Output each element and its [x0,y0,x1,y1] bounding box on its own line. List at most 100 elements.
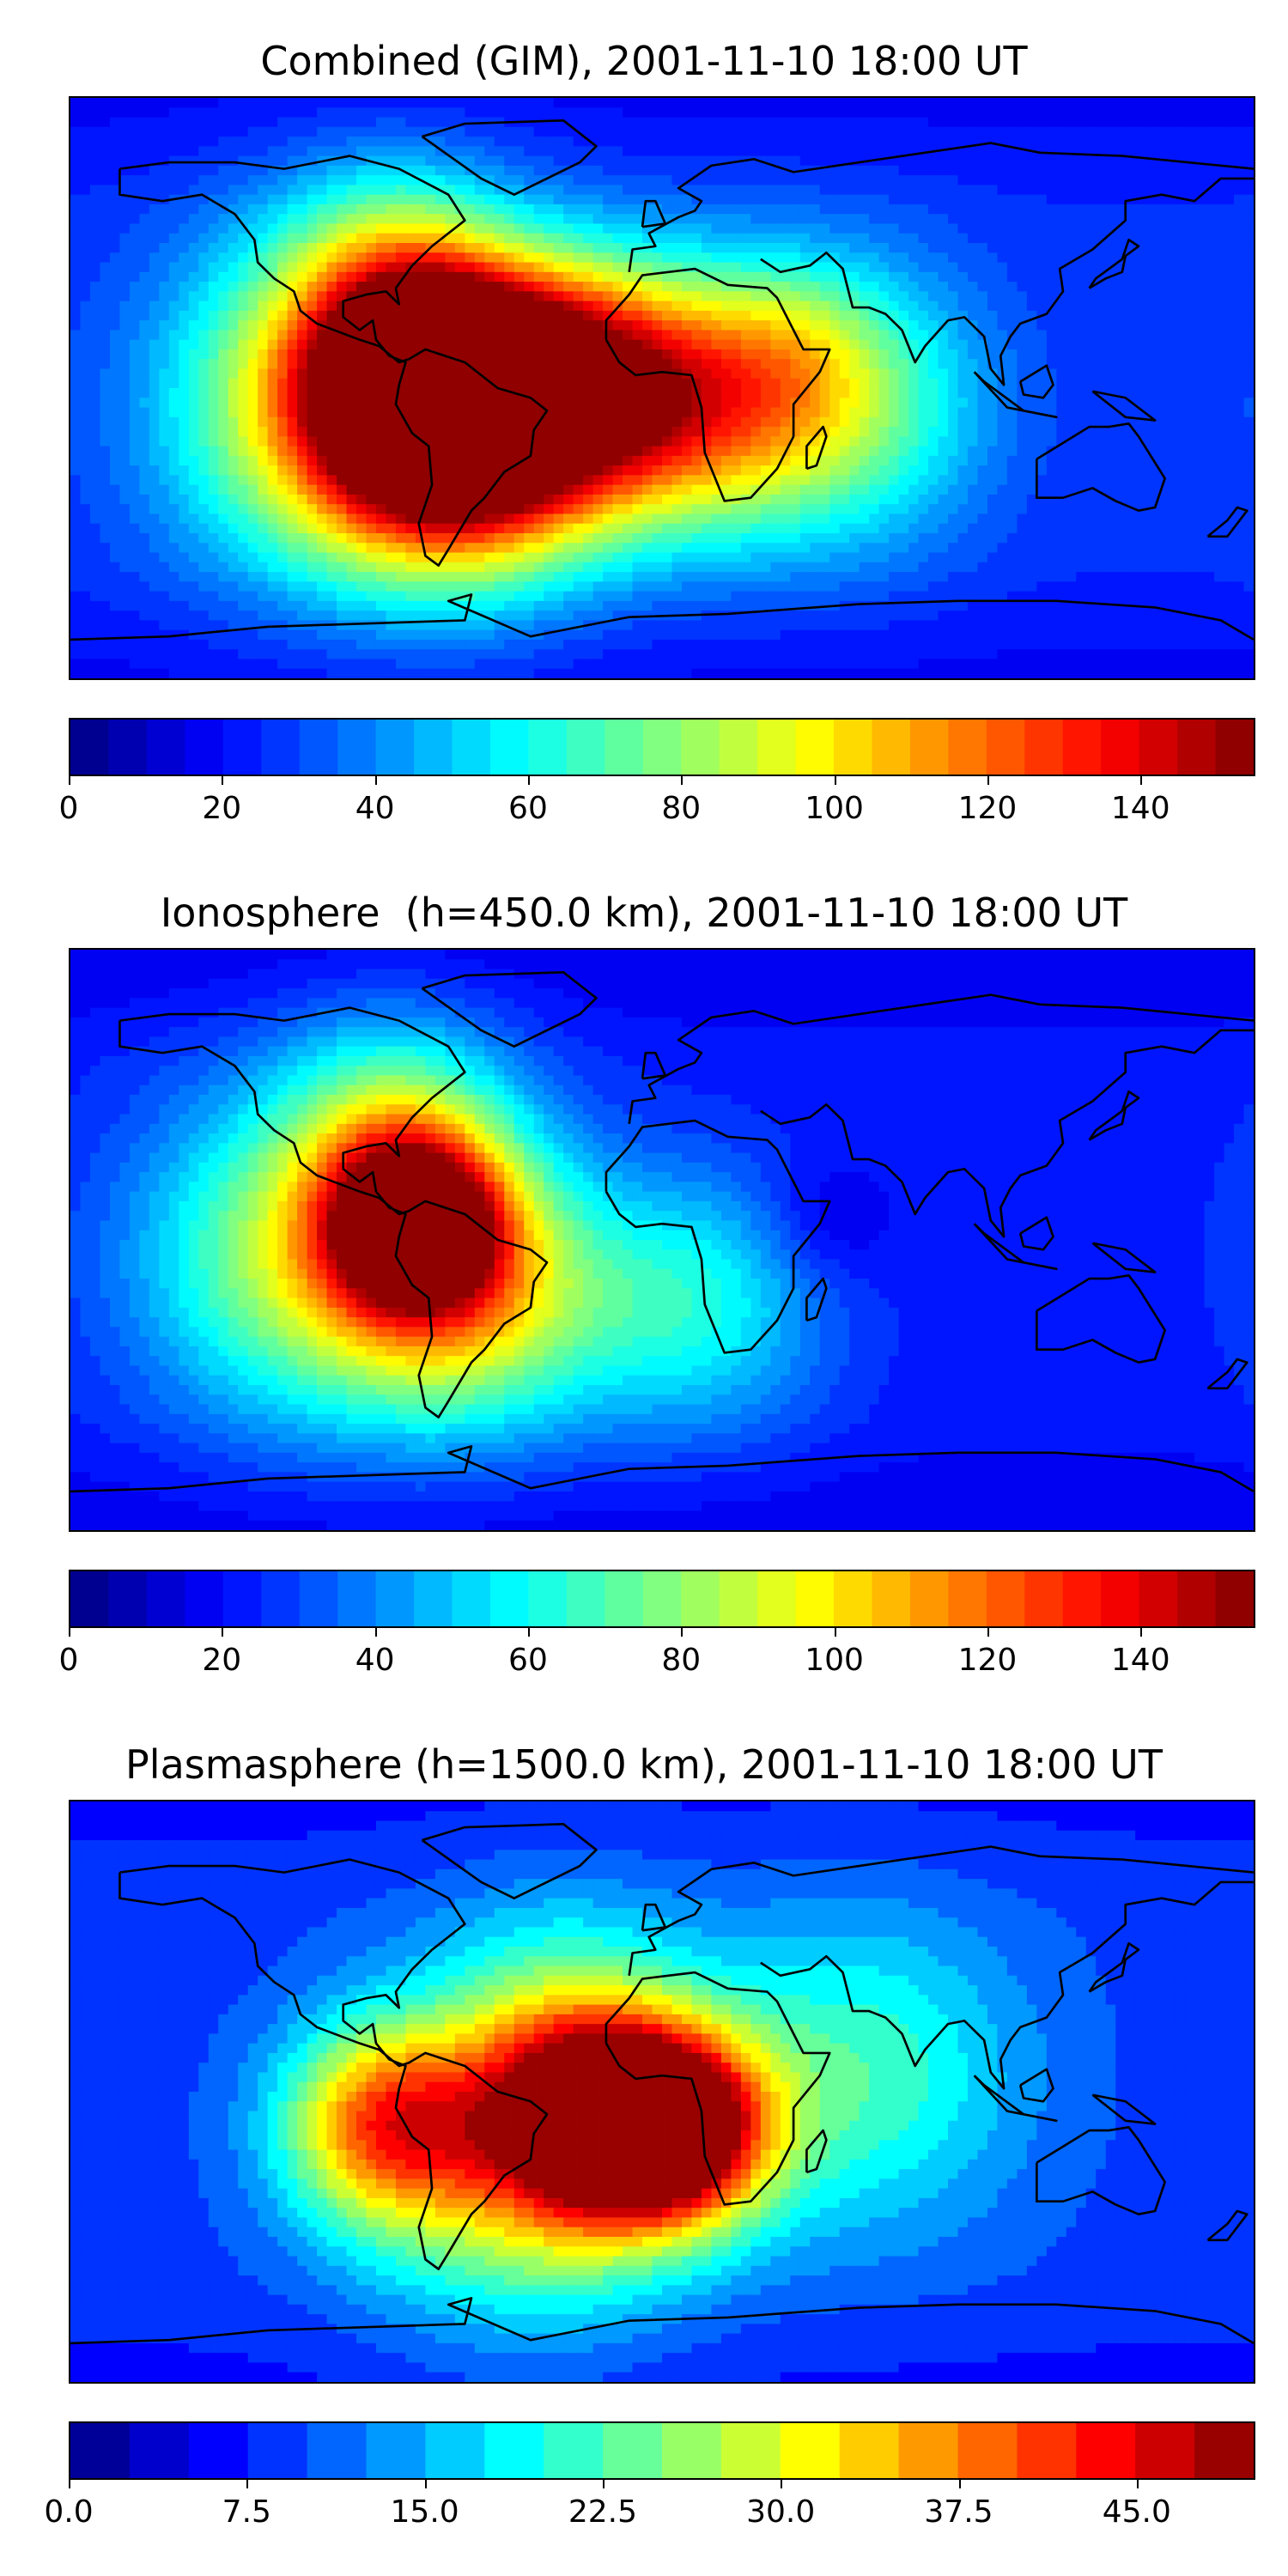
tec-cell [267,436,278,447]
tec-cell [780,427,792,438]
tec-cell [267,175,278,186]
tec-cell [760,291,772,302]
tec-cell [770,330,781,341]
tec-cell [109,204,121,215]
tec-cell [504,223,515,234]
tec-cell [346,155,357,167]
tec-cell [573,243,584,254]
tec-cell [484,214,495,225]
tec-cell [573,98,584,109]
tec-cell [1224,194,1235,205]
tec-cell [513,98,525,109]
tec-cell [1214,262,1225,273]
tec-cell [1243,359,1254,370]
tec-cell [544,165,555,176]
tec-cell [928,484,939,495]
tec-cell [592,339,604,350]
tec-cell [671,204,683,215]
tec-cell [405,494,416,505]
tec-cell [908,98,920,109]
tec-cell [859,339,870,350]
tec-cell [375,446,387,457]
tec-cell [375,368,387,380]
tec-cell [711,146,722,157]
tec-cell [1155,407,1166,418]
tec-cell [70,465,82,477]
tec-cell [829,175,841,186]
tec-cell [642,475,653,486]
tec-cell [948,282,959,293]
tec-cell [701,175,713,186]
tec-cell [415,378,427,389]
tec-cell [1175,359,1186,370]
tec-cell [208,146,220,157]
tec-cell [1164,223,1176,234]
tec-cell [544,359,555,370]
tec-cell [1234,359,1245,370]
tec-cell [731,484,742,495]
tec-cell [1145,214,1156,225]
tec-cell [1135,349,1146,360]
tec-cell [386,155,397,167]
tec-cell [997,214,1008,225]
tec-cell [1145,175,1156,186]
tec-cell [1125,107,1136,118]
tec-cell [612,378,623,389]
tec-cell [1056,378,1067,389]
tec-cell [770,475,781,486]
tec-cell [898,117,909,128]
tec-cell [1184,378,1195,389]
tec-cell [119,359,131,370]
tec-cell [1175,146,1186,157]
tec-cell [711,398,722,409]
tec-cell [878,194,890,205]
tec-cell [1194,107,1206,118]
tec-cell [977,262,988,273]
tec-cell [465,155,476,167]
tec-cell [592,233,604,244]
tec-cell [1125,137,1136,148]
tec-cell [701,349,713,360]
tec-cell [652,233,663,244]
tec-cell [366,137,377,148]
tec-cell [671,194,683,205]
tec-cell [434,310,447,321]
tec-cell [1214,137,1225,148]
tec-cell [849,271,860,283]
tec-cell [701,494,713,505]
tec-cell [159,494,170,505]
tec-cell [405,137,416,148]
tec-cell [671,175,683,186]
tec-cell [80,282,91,293]
tec-cell [701,407,713,418]
tec-cell [898,204,909,215]
tec-cell [740,291,752,302]
tec-cell [129,98,141,109]
tec-cell [109,475,121,486]
tec-cell [238,484,249,495]
tec-cell [553,339,564,350]
tec-cell [603,475,614,486]
tec-cell [119,494,131,505]
tec-cell [623,146,634,157]
tec-cell [247,301,258,312]
tec-cell [188,330,200,341]
tec-cell [346,407,357,418]
tec-cell [1056,349,1067,360]
tec-cell [671,252,683,264]
tec-cell [869,398,880,409]
tec-cell [948,349,959,360]
tec-cell [1224,484,1235,495]
tec-cell [1224,398,1235,409]
tec-cell [524,262,535,273]
tec-cell [198,126,210,137]
tec-cell [198,475,210,486]
tec-cell [829,339,841,350]
tec-cell [987,339,999,350]
tec-cell [415,301,427,312]
tec-cell [652,165,663,176]
tec-cell [1194,252,1206,264]
tec-cell [524,494,535,505]
tec-cell [908,165,920,176]
tec-cell [1224,427,1235,438]
